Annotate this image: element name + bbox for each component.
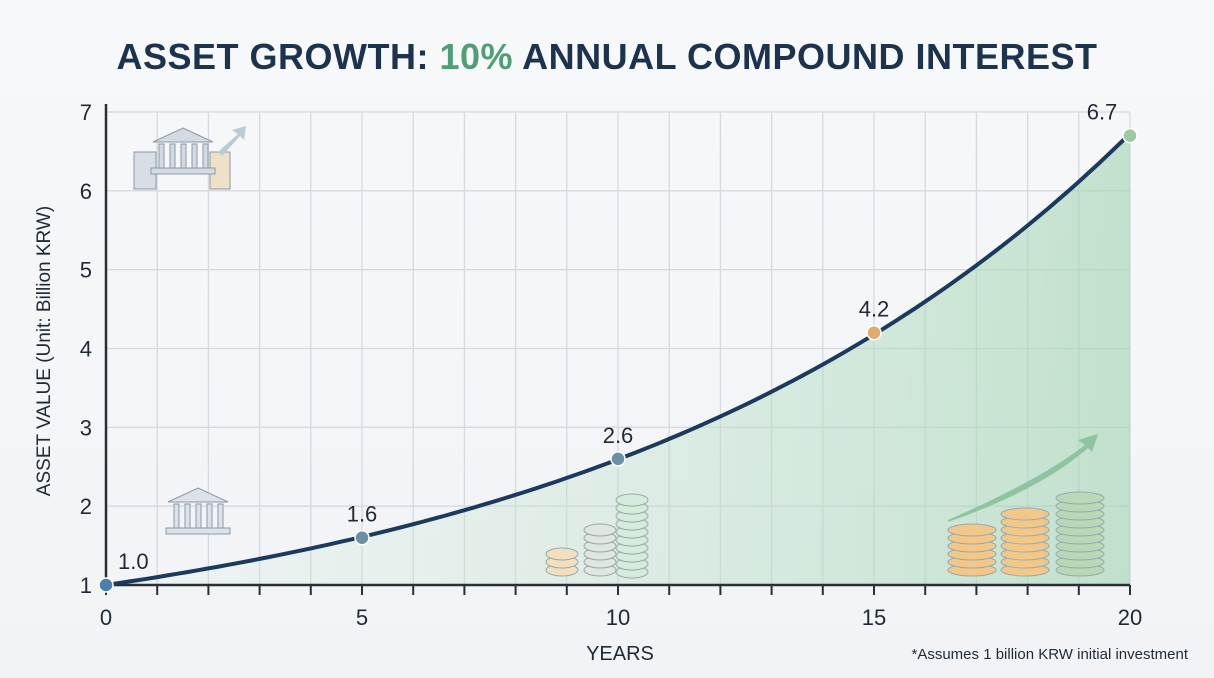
bank-base: [150, 167, 216, 175]
arrow-up: [218, 126, 246, 156]
x-tick-label: 15: [862, 605, 886, 630]
coin: [615, 493, 649, 507]
bank-column: [206, 503, 213, 529]
coin: [583, 523, 617, 537]
data-label: 1.0: [118, 549, 149, 574]
data-point: [354, 529, 370, 546]
bank-base: [165, 527, 231, 535]
title-accent: 10%: [439, 36, 514, 77]
title-prefix: ASSET GROWTH:: [116, 36, 440, 77]
data-label: 6.7: [1087, 100, 1118, 125]
bank-column: [202, 143, 209, 169]
x-tick-label: 0: [100, 605, 112, 630]
arrow-up: [948, 434, 1098, 522]
bank-column: [180, 143, 187, 169]
y-tick-label: 1: [80, 573, 92, 598]
y-tick-label: 4: [80, 337, 92, 362]
x-tick-label: 10: [606, 605, 630, 630]
y-tick-label: 3: [80, 415, 92, 440]
bank-column: [173, 503, 180, 529]
coin: [947, 523, 997, 537]
coin: [545, 547, 579, 561]
bank-column: [217, 503, 224, 529]
x-axis-label: YEARS: [586, 643, 654, 665]
bank-roof: [167, 487, 229, 503]
y-tick-label: 6: [80, 179, 92, 204]
x-tick-label: 20: [1118, 605, 1142, 630]
data-point: [1122, 127, 1138, 144]
coin: [1055, 491, 1105, 505]
chart-title: ASSET GROWTH: 10% ANNUAL COMPOUND INTERE…: [0, 36, 1214, 78]
area-fill: [106, 133, 1130, 585]
coin: [1000, 507, 1050, 521]
data-label: 4.2: [859, 297, 890, 322]
footnote: *Assumes 1 billion KRW initial investmen…: [911, 646, 1189, 663]
bank-column: [191, 143, 198, 169]
data-point: [866, 324, 882, 341]
data-label: 2.6: [603, 423, 634, 448]
bank-column: [169, 143, 176, 169]
bank-growth-icon: [133, 126, 246, 190]
y-tick-label: 2: [80, 494, 92, 519]
data-point: [610, 451, 626, 467]
bank-column: [184, 503, 191, 529]
x-tick-label: 5: [356, 605, 368, 630]
bank-roof: [152, 127, 214, 143]
bank-column: [195, 503, 202, 529]
bank-column: [158, 143, 165, 169]
bank-icon: [165, 487, 231, 535]
y-tick-label: 7: [80, 100, 92, 125]
coin-stacks-icon: [545, 493, 649, 579]
y-tick-label: 5: [80, 258, 92, 283]
coin-stacks-growth-icon: [947, 434, 1105, 577]
data-point: [98, 577, 114, 593]
title-suffix: ANNUAL COMPOUND INTEREST: [513, 36, 1098, 77]
data-label: 1.6: [347, 502, 378, 527]
